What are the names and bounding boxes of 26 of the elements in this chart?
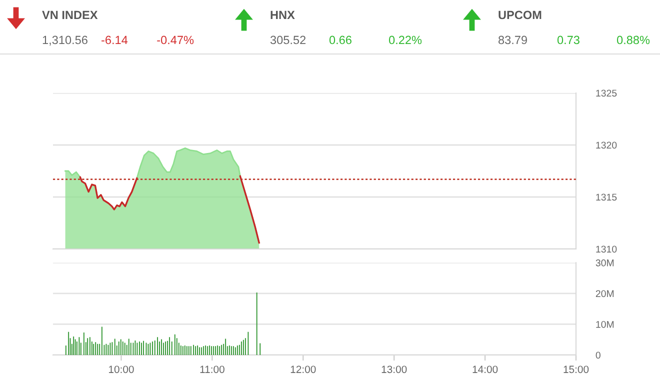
data-label: 0.73 xyxy=(557,36,580,44)
text: 1,310.56 xyxy=(42,36,88,46)
text: 305.52 xyxy=(270,36,306,44)
category-label: VN INDEX xyxy=(42,10,98,20)
x-tick-label: 12:00 xyxy=(290,366,316,374)
x-tick-label: 14:00 xyxy=(472,366,498,374)
text: 83.79 xyxy=(498,36,527,44)
text: 0.88% xyxy=(616,36,650,44)
x-tick-label: 13:00 xyxy=(382,366,407,374)
x-tick-label: 10:00 xyxy=(108,366,134,374)
x-tick-label: 15:00 xyxy=(564,366,589,374)
y-tick-label: 30M xyxy=(596,259,614,266)
data-label: -6.14 xyxy=(102,36,128,44)
y-tick-label: 1310 xyxy=(596,246,617,253)
y-tick-label: 0 xyxy=(596,352,600,359)
y-tick-label: 1315 xyxy=(596,194,617,201)
y-tick-label: 1320 xyxy=(596,142,617,149)
data-label: 0.66 xyxy=(329,36,352,44)
text: -0.47% xyxy=(157,36,194,44)
y-tick-label: 20M xyxy=(596,290,614,298)
y-tick-label: 10M xyxy=(596,320,614,328)
x-tick-label: 11:00 xyxy=(200,366,224,374)
text: 0.22% xyxy=(388,36,422,44)
y-tick-label: 1325 xyxy=(596,90,617,97)
category-label: HNX xyxy=(270,10,295,20)
category-label: UPCOM xyxy=(498,10,542,20)
